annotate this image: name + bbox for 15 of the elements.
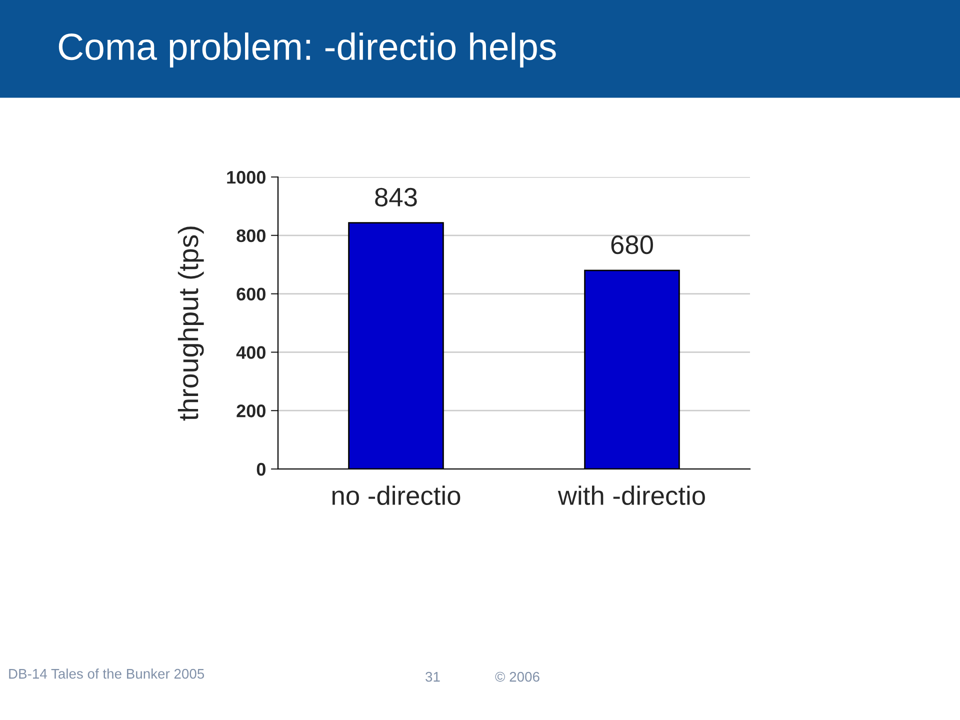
y-tick-label: 800	[236, 229, 266, 242]
y-tick-label: 200	[236, 404, 266, 418]
text: © 2006	[495, 672, 540, 682]
x-tick-label: no -directio	[332, 486, 460, 506]
y-axis-title: throughput (tps)	[178, 226, 204, 421]
text: DB-14 Tales of the Bunker 2005	[9, 668, 204, 679]
y-tick-label: 0	[256, 462, 266, 476]
y-tick-label: 600	[236, 288, 266, 301]
y-tick-label: 400	[236, 346, 266, 359]
data-label: 843	[375, 188, 417, 207]
data-label: 680	[611, 235, 653, 254]
text: 31	[426, 672, 440, 682]
chart-title: Coma problem: -directio helps	[58, 32, 556, 68]
y-tick-label: 1000	[227, 170, 266, 184]
x-tick-label: with -directio	[558, 486, 705, 506]
